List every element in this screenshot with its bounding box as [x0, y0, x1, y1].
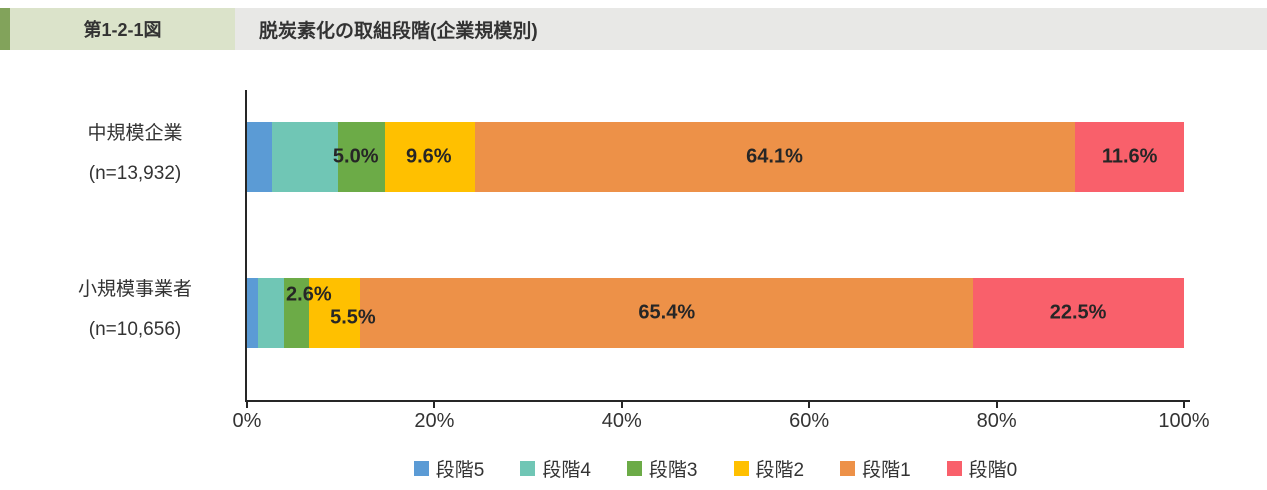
x-axis-tick-label: 100% — [1158, 410, 1210, 432]
legend-swatch-icon — [733, 461, 749, 476]
x-axis-tick — [246, 400, 248, 408]
bar-segment-段階4 — [272, 122, 338, 192]
legend-label: 段階4 — [542, 460, 591, 481]
bar-segment-段階5 — [247, 122, 273, 192]
category-n-label: (n=10,656) — [88, 319, 182, 340]
x-axis-tick-label: 40% — [601, 410, 642, 432]
bar-data-label: 22.5% — [1049, 301, 1107, 324]
legend-swatch-icon — [840, 461, 856, 476]
bar-data-label: 65.4% — [638, 301, 696, 324]
x-axis-tick — [808, 400, 811, 408]
x-axis-tick — [433, 400, 436, 408]
legend-label: 段階0 — [968, 460, 1018, 481]
legend-item-段階5: 段階5 — [413, 455, 485, 482]
bar-data-label: 64.1% — [746, 145, 803, 168]
x-axis-tick-label: 60% — [789, 410, 830, 432]
bar-segment-段階1 — [360, 278, 974, 348]
legend-item-段階3: 段階3 — [626, 455, 698, 482]
x-axis-tick — [1183, 400, 1185, 408]
category-label: 中規模企業 — [87, 123, 183, 144]
category-n-label: (n=13,932) — [88, 163, 182, 184]
chart-legend: 段階5 段階4 段階3 段階2 段階1 段階0 — [247, 455, 1184, 482]
bar-data-label: 5.5% — [330, 306, 376, 329]
bar-data-label: 5.0% — [332, 145, 379, 168]
bar-segment-段階2 — [384, 122, 475, 192]
legend-swatch-icon — [626, 461, 642, 476]
figure-header: 第1-2-1図 脱炭素化の取組段階(企業規模別) — [0, 8, 1267, 50]
bar-segment-段階0 — [973, 278, 1184, 348]
legend-item-段階4: 段階4 — [520, 455, 591, 482]
legend-label: 段階3 — [648, 460, 698, 481]
x-axis-tick-label: 0% — [232, 410, 262, 432]
bar-data-label: 2.6% — [286, 283, 332, 306]
figure-title: 脱炭素化の取組段階(企業規模別) — [235, 8, 1267, 50]
figure-number-label: 第1-2-1図 — [10, 8, 235, 50]
x-axis-tick — [620, 400, 623, 408]
bar-segment-段階2 — [308, 278, 361, 348]
legend-item-段階0: 段階0 — [946, 455, 1018, 482]
legend-label: 段階1 — [862, 460, 911, 481]
category-label: 小規模事業者 — [77, 279, 192, 300]
bar-segment-段階0 — [1075, 122, 1184, 192]
legend-swatch-icon — [946, 461, 962, 476]
legend-item-段階2: 段階2 — [733, 455, 805, 482]
header-accent-stripe — [0, 8, 10, 50]
legend-label: 段階5 — [435, 460, 485, 481]
bar-segment-段階1 — [474, 122, 1076, 192]
legend-swatch-icon — [413, 461, 429, 476]
bar-segment-段階3 — [284, 278, 309, 348]
y-axis-line — [245, 90, 247, 400]
bar-segment-段階4 — [258, 278, 285, 348]
x-axis-tick-label: 80% — [976, 410, 1017, 432]
legend-swatch-icon — [520, 461, 536, 476]
bar-data-label: 9.6% — [405, 145, 452, 168]
legend-label: 段階2 — [755, 460, 805, 481]
bar-segment-段階3 — [337, 122, 385, 192]
x-axis-tick-label: 20% — [414, 410, 455, 432]
legend-item-段階1: 段階1 — [840, 455, 911, 482]
x-axis-tick — [995, 400, 998, 408]
bar-segment-段階5 — [247, 278, 259, 348]
x-axis-line — [245, 400, 1190, 402]
bar-data-label: 11.6% — [1101, 145, 1158, 168]
